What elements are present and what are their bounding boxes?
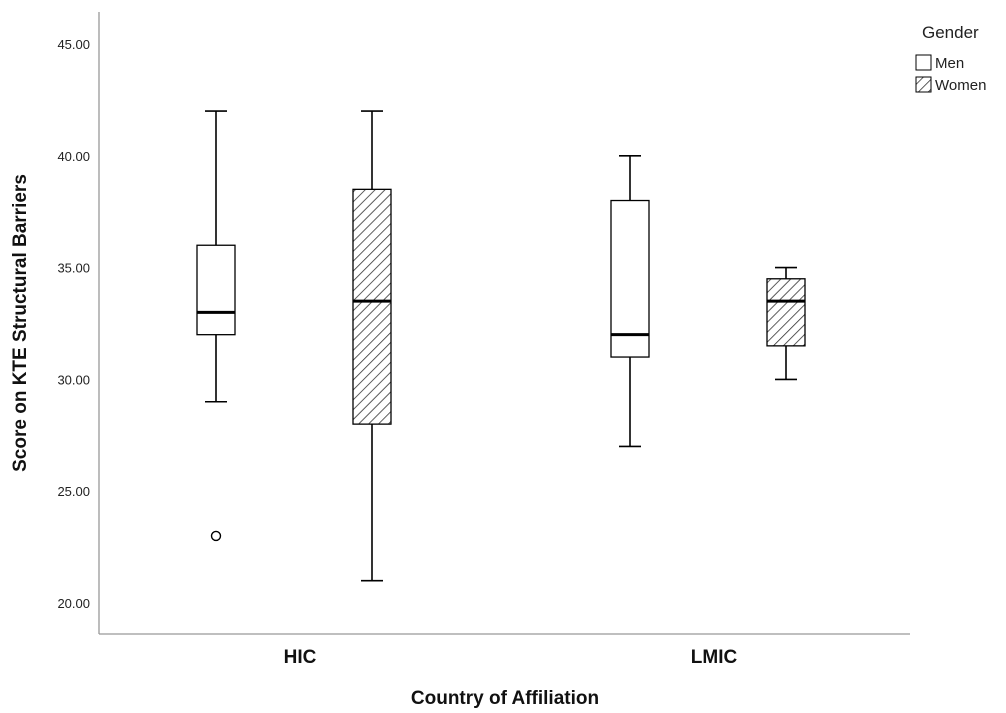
box-iqr — [766, 278, 806, 347]
x-category-label: HIC — [284, 647, 317, 668]
x-axis-title: Country of Affiliation — [411, 688, 599, 709]
boxes — [196, 110, 806, 582]
legend-swatch-men — [915, 54, 932, 71]
legend-swatch-women — [915, 76, 932, 93]
box-men-lmic — [610, 155, 650, 448]
y-tick-labels: 20.00 25.00 30.00 35.00 40.00 45.00 — [57, 37, 90, 611]
box-iqr — [196, 244, 236, 336]
y-tick-label: 45.00 — [57, 37, 90, 52]
box-women-lmic — [766, 266, 806, 381]
box-men-hic — [196, 110, 236, 542]
outlier-point — [210, 530, 222, 542]
y-tick-label: 30.00 — [57, 372, 90, 387]
y-axis-title: Score on KTE Structural Barriers — [10, 174, 31, 472]
box-iqr — [352, 188, 392, 425]
y-tick-label: 40.00 — [57, 149, 90, 164]
legend: Gender Men Women — [915, 23, 986, 94]
x-category-label: LMIC — [691, 647, 738, 668]
y-tick-label: 25.00 — [57, 484, 90, 499]
y-tick-label: 20.00 — [57, 596, 90, 611]
legend-title: Gender — [922, 23, 979, 42]
axes — [98, 12, 910, 635]
box-women-hic — [352, 110, 392, 582]
legend-label-women: Women — [935, 77, 986, 94]
legend-label-men: Men — [935, 55, 964, 72]
box-iqr — [610, 199, 650, 358]
y-tick-label: 35.00 — [57, 261, 90, 276]
x-category-labels: HIC LMIC — [284, 647, 738, 668]
